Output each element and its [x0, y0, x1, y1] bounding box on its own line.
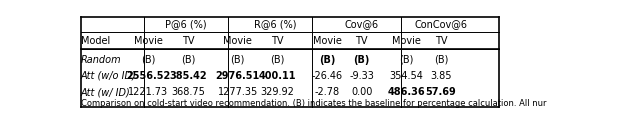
Text: (B): (B)	[230, 55, 245, 65]
Text: Att (w/ ID): Att (w/ ID)	[81, 87, 131, 97]
Text: TV: TV	[182, 36, 195, 46]
Text: Movie: Movie	[134, 36, 163, 46]
Text: 2556.52: 2556.52	[126, 71, 171, 81]
Text: -2.78: -2.78	[314, 87, 340, 97]
Text: (B): (B)	[141, 55, 156, 65]
Text: TV: TV	[271, 36, 284, 46]
Text: -26.46: -26.46	[312, 71, 342, 81]
Text: 385.42: 385.42	[170, 71, 207, 81]
Text: Random: Random	[81, 55, 122, 65]
Text: (B): (B)	[434, 55, 448, 65]
Text: (B): (B)	[270, 55, 285, 65]
Text: Movie: Movie	[223, 36, 252, 46]
Text: 400.11: 400.11	[259, 71, 296, 81]
Text: -9.33: -9.33	[349, 71, 374, 81]
Text: 368.75: 368.75	[171, 87, 205, 97]
Text: Model: Model	[81, 36, 110, 46]
Text: Movie: Movie	[392, 36, 421, 46]
Text: 486.36: 486.36	[388, 87, 425, 97]
Text: TV: TV	[355, 36, 368, 46]
Text: (B): (B)	[353, 55, 370, 65]
Text: Att (w/o ID): Att (w/o ID)	[81, 71, 137, 81]
Text: 354.54: 354.54	[389, 71, 423, 81]
Text: 3.85: 3.85	[430, 71, 452, 81]
Text: 57.69: 57.69	[426, 87, 456, 97]
Text: (B): (B)	[319, 55, 335, 65]
Text: 2976.51: 2976.51	[216, 71, 260, 81]
Text: 1277.35: 1277.35	[218, 87, 258, 97]
Text: Cov@6: Cov@6	[345, 20, 379, 30]
Text: (B): (B)	[181, 55, 195, 65]
Text: (B): (B)	[399, 55, 413, 65]
Text: 329.92: 329.92	[260, 87, 294, 97]
Text: TV: TV	[435, 36, 447, 46]
Text: 0.00: 0.00	[351, 87, 372, 97]
Text: R@6 (%): R@6 (%)	[253, 20, 296, 30]
Text: 1221.73: 1221.73	[129, 87, 168, 97]
Text: Comparison on cold-start video recommendation. (B) indicates the baseline for pe: Comparison on cold-start video recommend…	[81, 99, 547, 108]
Text: Movie: Movie	[312, 36, 342, 46]
Text: P@6 (%): P@6 (%)	[165, 20, 207, 30]
Text: ConCov@6: ConCov@6	[415, 20, 468, 30]
